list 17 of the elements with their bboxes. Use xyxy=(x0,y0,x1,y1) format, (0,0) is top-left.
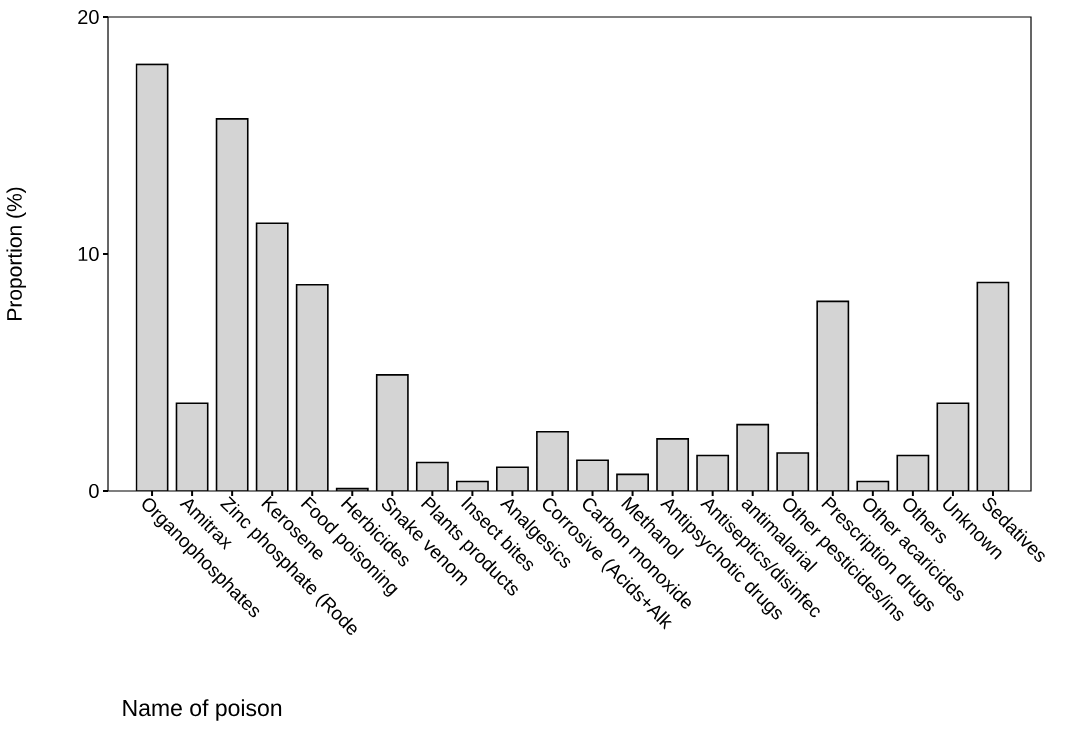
x-axis-title: Name of poison xyxy=(123,699,282,721)
y-tick-label: 10 xyxy=(78,246,99,262)
bar xyxy=(817,301,849,491)
y-axis-title: Proportion (%) xyxy=(6,187,27,320)
bar xyxy=(777,453,809,491)
bar xyxy=(976,281,1010,491)
bar xyxy=(737,424,769,491)
y-tick-label: 20 xyxy=(78,9,99,25)
bar xyxy=(897,455,929,491)
bar xyxy=(296,284,328,491)
bar xyxy=(376,374,408,491)
y-tick-label: 0 xyxy=(89,483,99,499)
bar xyxy=(937,403,969,491)
bar xyxy=(256,223,288,491)
bar xyxy=(216,118,248,491)
bar xyxy=(176,403,208,491)
bar xyxy=(136,64,168,491)
